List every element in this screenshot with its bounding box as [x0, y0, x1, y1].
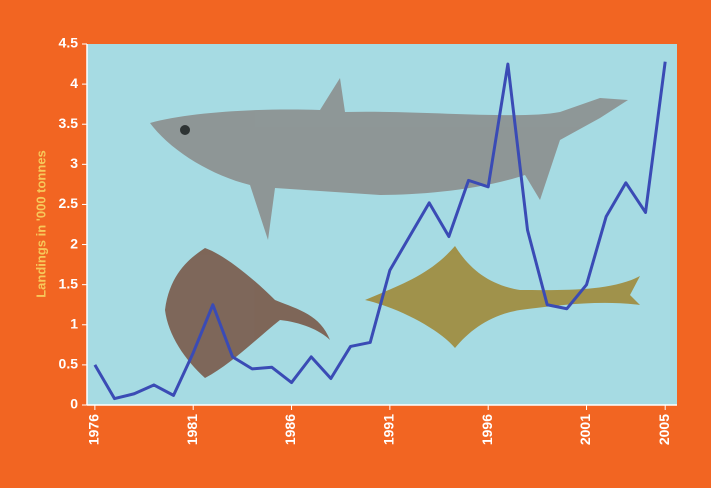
y-tick-label: 3 — [70, 155, 78, 171]
y-axis-label: Landings in '000 tonnes — [33, 150, 48, 298]
x-tick-label: 1976 — [86, 414, 102, 445]
ray-illustration — [165, 248, 330, 378]
x-tick-label: 1996 — [479, 414, 495, 445]
x-tick-label: 1991 — [381, 414, 397, 445]
x-tick-label: 2005 — [656, 414, 672, 445]
y-tick-label: 1.5 — [59, 275, 79, 291]
y-tick-label: 4 — [70, 75, 78, 91]
x-tick-label: 1981 — [184, 414, 200, 445]
guitarfish-illustration — [365, 246, 640, 348]
shark-eye — [180, 125, 190, 135]
x-tick-label: 1986 — [282, 414, 298, 445]
y-tick-label: 0 — [70, 396, 78, 412]
x-tick-label: 2001 — [577, 414, 593, 445]
y-tick-label: 2.5 — [59, 195, 79, 211]
shark-illustration — [150, 78, 628, 240]
y-tick-label: 0.5 — [59, 356, 79, 372]
y-tick-label: 1 — [70, 315, 78, 331]
illustrations — [150, 78, 640, 378]
plot-area — [87, 44, 677, 405]
y-tick-label: 3.5 — [59, 115, 79, 131]
y-tick-label: 4.5 — [59, 35, 79, 51]
data-line — [93, 61, 667, 401]
y-tick-label: 2 — [70, 235, 78, 251]
